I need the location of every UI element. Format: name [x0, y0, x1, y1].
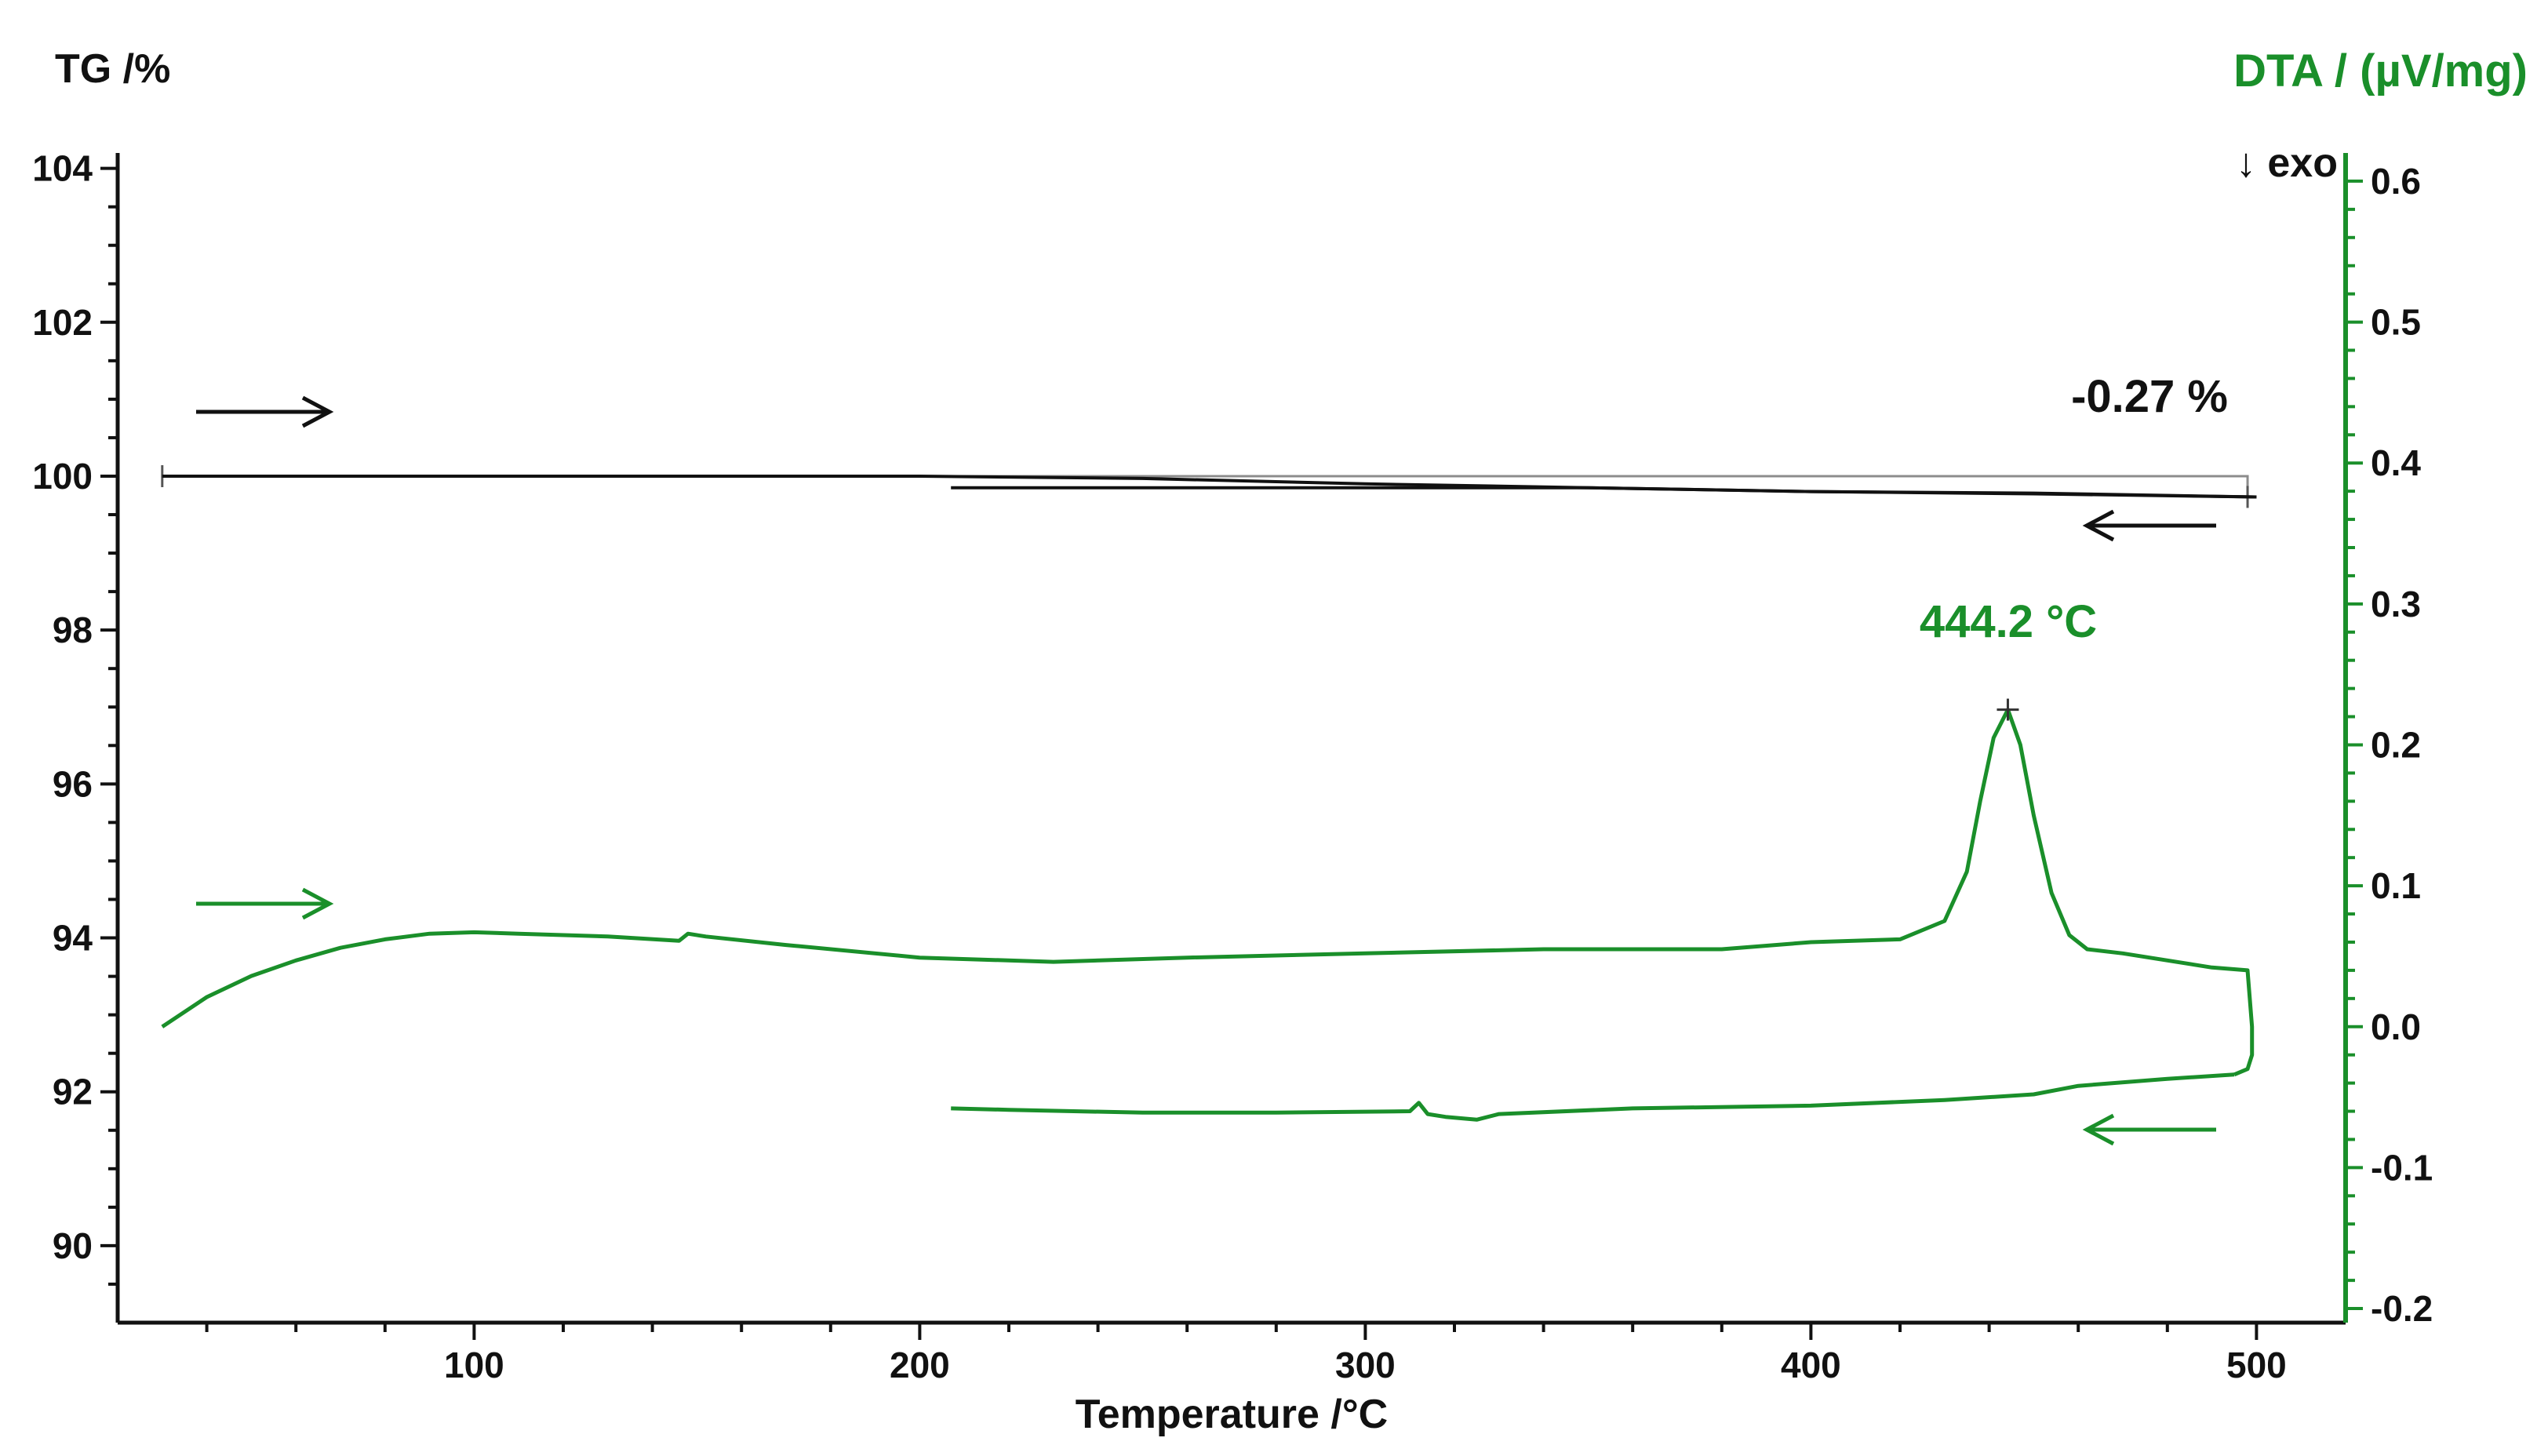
x-axis-title: Temperature /°C [1076, 1392, 1388, 1437]
x-tick-label: 500 [2226, 1345, 2287, 1385]
peak-temperature-annotation: 444.2 °C [1920, 596, 2097, 647]
x-tick-label: 400 [1781, 1345, 1841, 1385]
y-right-tick-label: 0.1 [2371, 865, 2421, 906]
y-right-tick-label: -0.2 [2371, 1288, 2433, 1329]
ticks-layer: 100 200 300 400 500 90 92 94 96 98 100 102 104 -0.2 -0… [32, 148, 2433, 1385]
y-left-tick-label: 102 [32, 302, 93, 343]
y-left-tick-label: 92 [53, 1072, 93, 1112]
y-left-tick-label: 100 [32, 456, 93, 497]
tg-heating-arrow-head [301, 395, 334, 428]
y-right-tick-label: 0.6 [2371, 161, 2421, 202]
y-left-tick-label: 94 [53, 918, 93, 959]
y-right-tick-label: 0.3 [2371, 584, 2421, 624]
y-right-tick-label: 0.5 [2371, 302, 2421, 343]
dta-curve-2 [161, 708, 2255, 1077]
tg-curve-1 [951, 486, 2257, 499]
y-left-tick-label: 98 [53, 610, 93, 650]
dta-curve-3 [951, 1072, 2235, 1122]
arrows-layer [196, 395, 2216, 1146]
y-left-tick-label: 96 [53, 763, 93, 804]
y-right-tick-label: 0.2 [2371, 724, 2421, 765]
y-right-axis-title: DTA / (µV/mg) [2233, 46, 2528, 96]
dta-heating-arrow-head [301, 887, 334, 920]
y-right-tick-label: -0.1 [2371, 1147, 2433, 1188]
y-left-tick-label: 104 [32, 148, 93, 189]
y-right-tick-label: 0.0 [2371, 1006, 2421, 1047]
tg-cooling-arrow-head [2082, 509, 2115, 542]
mass-change-annotation: -0.27 % [2071, 371, 2228, 422]
x-tick-label: 200 [890, 1345, 950, 1385]
dta-cooling-arrow-head [2082, 1113, 2115, 1146]
series-layer [161, 475, 2257, 1122]
y-right-tick-label: 0.4 [2371, 442, 2421, 483]
exo-label: ↓ exo [2236, 140, 2338, 186]
y-left-axis-title: TG /% [55, 46, 170, 92]
x-tick-label: 300 [1335, 1345, 1396, 1385]
x-tick-label: 100 [444, 1345, 504, 1385]
y-left-tick-label: 90 [53, 1225, 93, 1266]
